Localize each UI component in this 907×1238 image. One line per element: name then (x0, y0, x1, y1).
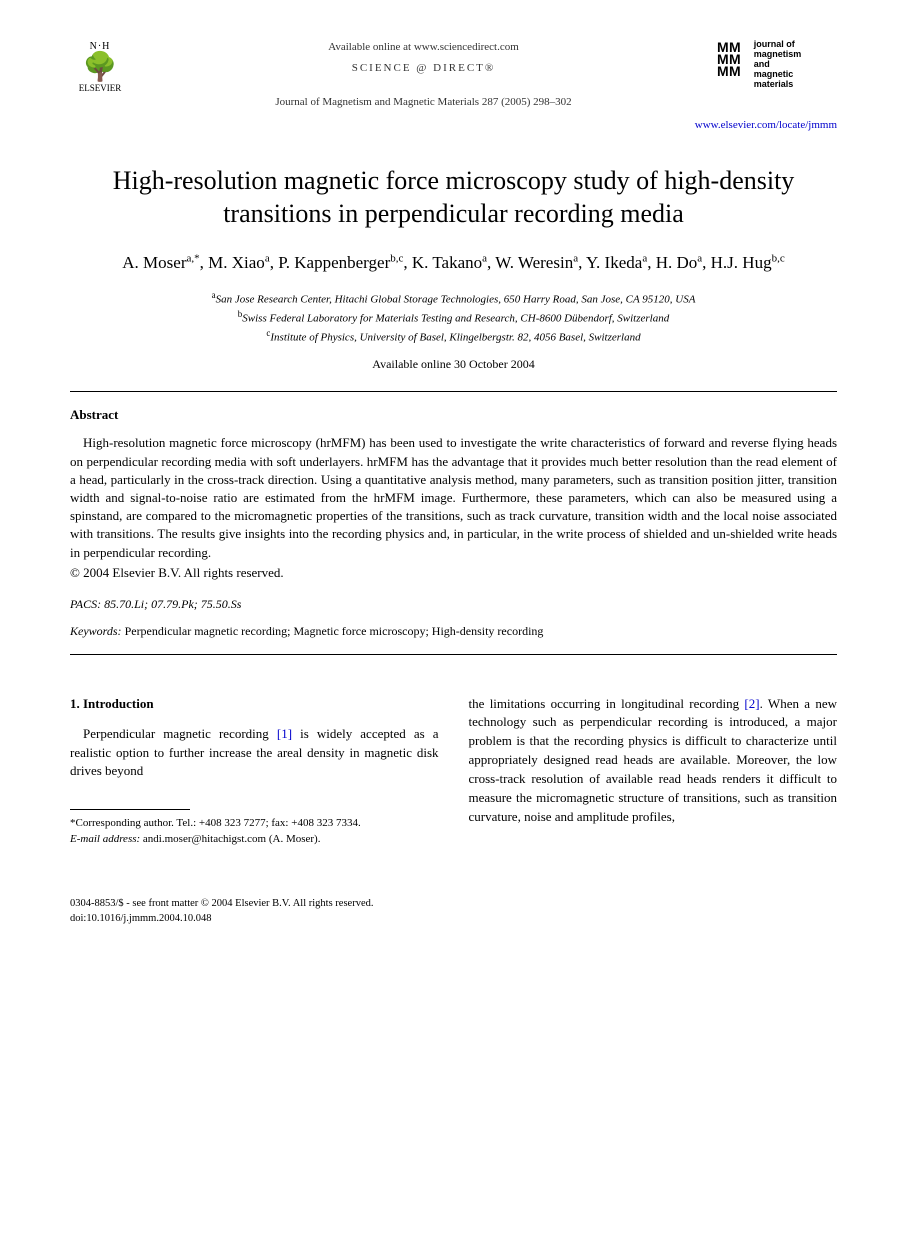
pacs-line: PACS: 85.70.Li; 07.79.Pk; 75.50.Ss (70, 596, 837, 613)
svg-text:M: M (729, 63, 741, 76)
authors-list: A. Mosera,*, M. Xiaoa, P. Kappenbergerb,… (70, 251, 837, 275)
journal-reference: Journal of Magnetism and Magnetic Materi… (130, 95, 717, 110)
affiliations: aSan Jose Research Center, Hitachi Globa… (70, 289, 837, 346)
divider (70, 391, 837, 392)
article-title: High-resolution magnetic force microscop… (70, 164, 837, 232)
keywords-text: Perpendicular magnetic recording; Magnet… (125, 624, 544, 638)
journal-logo-text: journal of magnetism and magnetic materi… (754, 40, 802, 89)
available-online-text: Available online at www.sciencedirect.co… (130, 40, 717, 55)
footer-doi: doi:10.1016/j.jmmm.2004.10.048 (70, 912, 837, 927)
author-email[interactable]: andi.moser@hitachigst.com (A. Moser). (143, 833, 321, 845)
abstract-copyright: © 2004 Elsevier B.V. All rights reserved… (70, 564, 837, 582)
page-header: N·H 🌳 ELSEVIER Available online at www.s… (70, 40, 837, 110)
header-center: Available online at www.sciencedirect.co… (130, 40, 717, 110)
corresponding-author: *Corresponding author. Tel.: +408 323 72… (70, 816, 439, 831)
affiliation-b: bSwiss Federal Laboratory for Materials … (70, 308, 837, 327)
corresponding-footnote: *Corresponding author. Tel.: +408 323 72… (70, 816, 439, 847)
page-footer: 0304-8853/$ - see front matter © 2004 El… (70, 897, 837, 926)
citation-link[interactable]: [1] (277, 726, 292, 741)
footer-front-matter: 0304-8853/$ - see front matter © 2004 El… (70, 897, 837, 912)
journal-logo-icon: M M M M M M (717, 40, 747, 81)
keywords-label: Keywords: (70, 624, 122, 638)
footnote-separator (70, 809, 190, 810)
body-columns: 1. Introduction Perpendicular magnetic r… (70, 695, 837, 848)
publisher-logo: N·H 🌳 ELSEVIER (70, 40, 130, 95)
intro-paragraph-right: the limitations occurring in longitudina… (469, 695, 838, 827)
abstract-text: High-resolution magnetic force microscop… (70, 434, 837, 561)
affiliation-a: aSan Jose Research Center, Hitachi Globa… (70, 289, 837, 308)
section-heading: 1. Introduction (70, 695, 439, 713)
available-date: Available online 30 October 2004 (70, 356, 837, 373)
left-column: 1. Introduction Perpendicular magnetic r… (70, 695, 439, 848)
keywords-line: Keywords: Perpendicular magnetic recordi… (70, 623, 837, 640)
pacs-label: PACS: (70, 597, 101, 611)
science-direct-logo: SCIENCE @ DIRECT® (130, 61, 717, 76)
pacs-codes: 85.70.Li; 07.79.Pk; 75.50.Ss (104, 597, 241, 611)
journal-url[interactable]: www.elsevier.com/locate/jmmm (70, 118, 837, 133)
affiliation-c: cInstitute of Physics, University of Bas… (70, 327, 837, 346)
abstract-heading: Abstract (70, 406, 837, 424)
svg-text:M: M (717, 63, 729, 76)
right-column: the limitations occurring in longitudina… (469, 695, 838, 848)
journal-logo: M M M M M M journal of magnetism and mag… (717, 40, 837, 89)
email-line: E-mail address: andi.moser@hitachigst.co… (70, 832, 439, 847)
divider (70, 654, 837, 655)
publisher-name: ELSEVIER (70, 82, 130, 95)
intro-paragraph-left: Perpendicular magnetic recording [1] is … (70, 725, 439, 782)
citation-link[interactable]: [2] (744, 696, 759, 711)
